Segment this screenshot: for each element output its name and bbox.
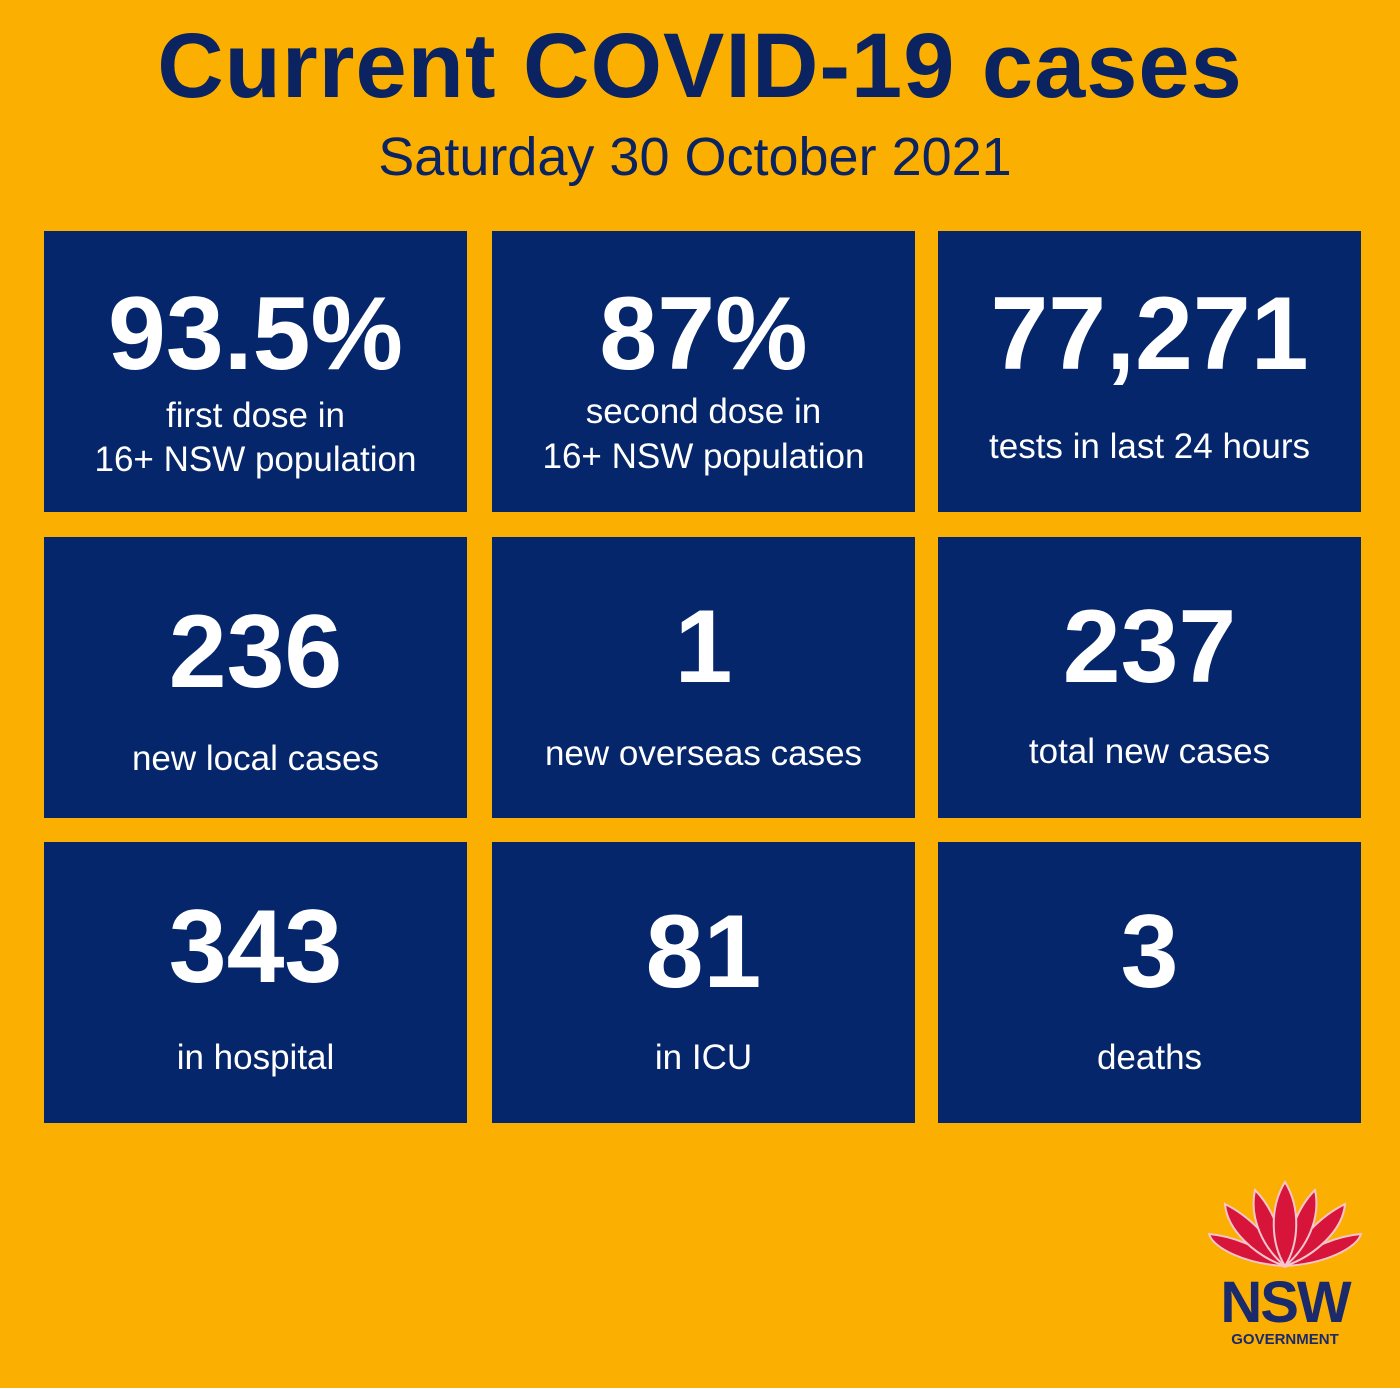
tile-value: 1 <box>674 589 733 705</box>
tile-second-dose: 87% second dose in 16+ NSW population <box>492 231 915 512</box>
tile-icu: 81 in ICU <box>492 842 915 1123</box>
tile-label: deaths <box>1096 1038 1203 1077</box>
tile-value: 77,271 <box>990 276 1309 392</box>
tile-value: 343 <box>168 889 343 1005</box>
tile-value: 3 <box>1120 894 1179 1010</box>
tile-label: 16+ NSW population <box>94 440 417 479</box>
tile-label: 16+ NSW population <box>542 437 865 476</box>
tile-tests: 77,271 tests in last 24 hours <box>938 231 1361 512</box>
tile-label: second dose in <box>585 392 822 431</box>
tile-label: first dose in <box>166 396 345 435</box>
tile-value: 237 <box>1062 589 1237 705</box>
waratah-icon <box>1207 1180 1363 1269</box>
tile-local-cases: 236 new local cases <box>44 537 467 818</box>
tile-label: in ICU <box>654 1038 753 1077</box>
tile-deaths: 3 deaths <box>938 842 1361 1123</box>
tile-overseas-cases: 1 new overseas cases <box>492 537 915 818</box>
tile-label: total new cases <box>1028 732 1271 771</box>
tile-label: in hospital <box>176 1038 335 1077</box>
tile-value: 81 <box>645 894 762 1010</box>
tile-label: new overseas cases <box>544 734 863 773</box>
tile-label: tests in last 24 hours <box>989 427 1310 466</box>
page-title: Current COVID-19 cases <box>157 15 1243 117</box>
tile-label: new local cases <box>131 739 380 778</box>
tile-value: 87% <box>599 276 808 392</box>
logo-government-text: GOVERNMENT <box>1231 1331 1339 1348</box>
report-date: Saturday 30 October 2021 <box>378 127 1012 187</box>
tile-value: 236 <box>168 594 343 710</box>
tile-total-cases: 237 total new cases <box>938 537 1361 818</box>
logo-nsw-text: NSW <box>1220 1270 1351 1335</box>
tile-value: 93.5% <box>108 276 403 392</box>
tile-first-dose: 93.5% first dose in 16+ NSW population <box>44 231 467 512</box>
nsw-government-logo: NSW GOVERNMENT <box>1205 1178 1365 1348</box>
tile-hospital: 343 in hospital <box>44 842 467 1123</box>
